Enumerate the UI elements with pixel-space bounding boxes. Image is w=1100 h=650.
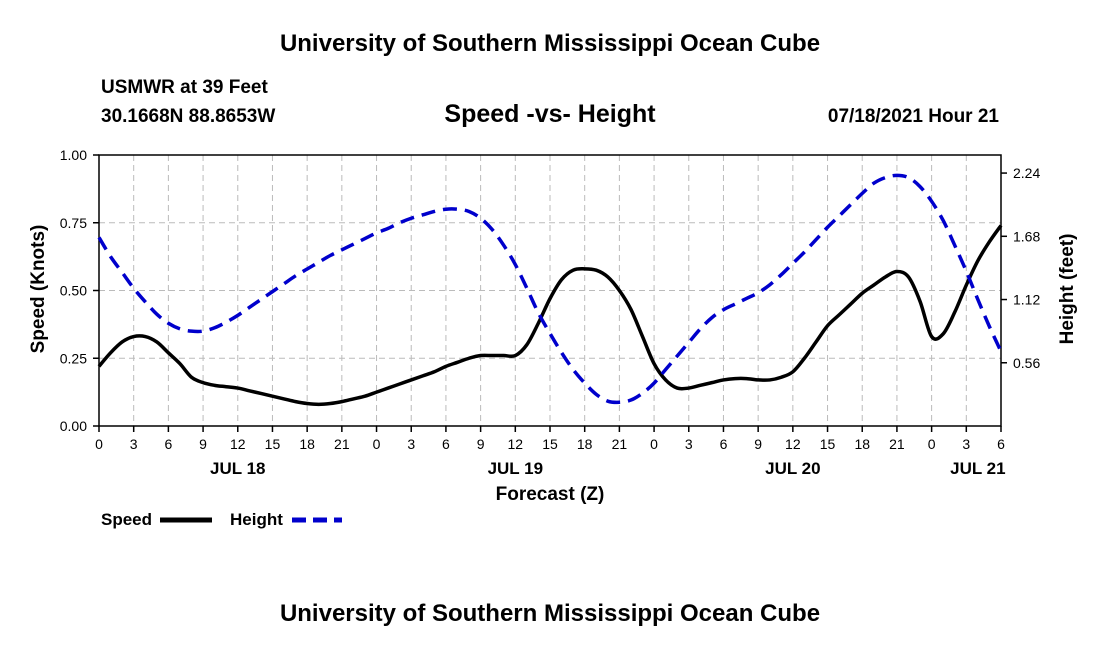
x-tick-label: 6 — [720, 436, 728, 452]
date-label: JUL 20 — [765, 459, 820, 478]
x-tick-label: 3 — [962, 436, 970, 452]
x-tick-label: 21 — [612, 436, 628, 452]
datetime-label: 07/18/2021 Hour 21 — [827, 106, 999, 127]
legend-height-label: Height — [230, 510, 283, 529]
top-title: University of Southern Mississippi Ocean… — [279, 30, 821, 57]
y-tick-label: 0.25 — [60, 350, 87, 366]
x-tick-label: 9 — [477, 436, 485, 452]
coordinates-label: 30.1668N 88.8653W — [101, 106, 276, 127]
date-label: JUL 18 — [210, 459, 265, 478]
plot-frame — [98, 154, 1002, 427]
x-tick-label: 6 — [164, 436, 172, 452]
x-tick-label: 15 — [265, 436, 281, 452]
x-tick-label: 21 — [889, 436, 905, 452]
x-tick-label: 18 — [854, 436, 870, 452]
y2-tick-label: 2.24 — [1013, 165, 1040, 181]
x-tick-label: 15 — [542, 436, 558, 452]
y2-tick-label: 1.12 — [1013, 292, 1040, 308]
date-label: JUL 21 — [950, 459, 1005, 478]
date-label: JUL 19 — [488, 459, 543, 478]
x-tick-label: 3 — [407, 436, 415, 452]
x-tick-label: 6 — [997, 436, 1005, 452]
x-tick-label: 0 — [95, 436, 103, 452]
x-tick-label: 18 — [299, 436, 315, 452]
x-tick-label: 12 — [508, 436, 524, 452]
y2-tick-label: 1.68 — [1013, 228, 1040, 244]
legend: Speed Height — [101, 510, 342, 529]
x-tick-label: 0 — [650, 436, 658, 452]
x-tick-label: 12 — [785, 436, 801, 452]
bottom-title: University of Southern Mississippi Ocean… — [279, 600, 821, 627]
x-tick-label: 18 — [577, 436, 593, 452]
plot-title: Speed -vs- Height — [444, 100, 656, 128]
x-tick-label: 9 — [199, 436, 207, 452]
y2-tick-label: 0.56 — [1013, 355, 1040, 371]
x-tick-label: 0 — [373, 436, 381, 452]
y2-axis-title: Height (feet) — [1057, 234, 1078, 345]
x-tick-label: 6 — [442, 436, 450, 452]
x-tick-label: 3 — [685, 436, 693, 452]
x-axis-title: Forecast (Z) — [496, 484, 605, 505]
x-tick-label: 3 — [130, 436, 138, 452]
y-axis-title: Speed (Knots) — [28, 225, 49, 354]
x-tick-label: 0 — [928, 436, 936, 452]
y-tick-label: 0.75 — [60, 215, 87, 231]
x-tick-label: 15 — [820, 436, 836, 452]
legend-speed-label: Speed — [101, 510, 152, 529]
y-tick-label: 1.00 — [60, 147, 87, 163]
x-tick-label: 12 — [230, 436, 246, 452]
y-tick-label: 0.50 — [60, 283, 87, 299]
series-line-speed — [97, 224, 1003, 407]
y-tick-label: 0.00 — [60, 418, 87, 434]
x-tick-label: 21 — [334, 436, 350, 452]
x-tick-label: 9 — [754, 436, 762, 452]
station-label: USMWR at 39 Feet — [101, 77, 268, 98]
series-line-height — [97, 173, 1003, 405]
